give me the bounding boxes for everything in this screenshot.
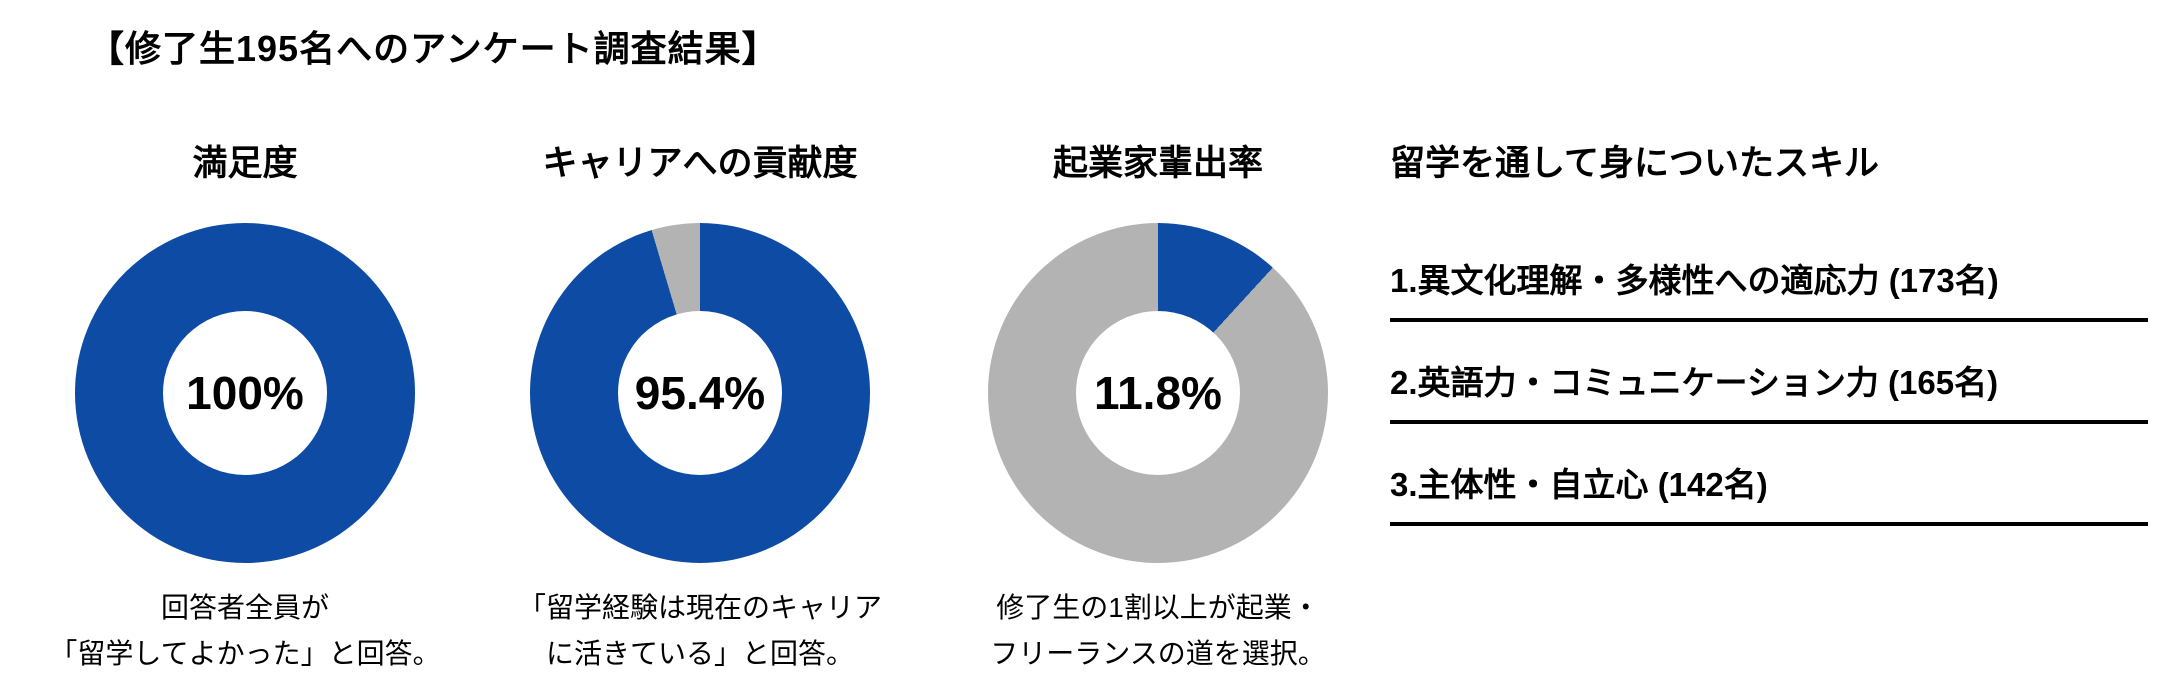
donut-chart-career-contribution: 95.4% (530, 223, 870, 563)
skill-item-label: 3.主体性・自立心 (142名) (1390, 466, 1768, 503)
caption-line: 「留学経験は現在のキャリア (517, 592, 882, 623)
skill-item-3: 3.主体性・自立心 (142名) (1390, 464, 2148, 526)
caption-line: 回答者全員が (160, 592, 329, 623)
chart-group-entrepreneur-rate: 起業家輩出率 11.8% 修了生の1割以上が起業・ フリーランスの道を選択。 (928, 140, 1388, 677)
skill-item-1: 1.異文化理解・多様性への適応力 (173名) (1390, 260, 2148, 322)
caption-line: 「留学してよかった」と回答。 (49, 638, 441, 669)
chart-group-career-contribution: キャリアへの貢献度 95.4% 「留学経験は現在のキャリア に活きている」と回答… (470, 140, 930, 677)
chart-group-satisfaction: 満足度 100% 回答者全員が 「留学してよかった」と回答。 (15, 140, 475, 677)
caption-line: に活きている」と回答。 (545, 638, 854, 669)
caption-line: フリーランスの道を選択。 (990, 638, 1326, 669)
skills-panel: 留学を通して身についたスキル 1.異文化理解・多様性への適応力 (173名) 2… (1390, 140, 2148, 526)
chart-caption-career-contribution: 「留学経験は現在のキャリア に活きている」と回答。 (518, 585, 882, 677)
skill-item-label: 1.異文化理解・多様性への適応力 (173名) (1390, 262, 1999, 299)
caption-line: 修了生の1割以上が起業・ (996, 592, 1320, 623)
page-title: 【修了生195名へのアンケート調査結果】 (88, 28, 779, 69)
skill-item-label: 2.英語力・コミュニケーション力 (165名) (1390, 364, 1999, 401)
donut-center-value: 11.8% (1094, 367, 1222, 419)
chart-caption-entrepreneur-rate: 修了生の1割以上が起業・ フリーランスの道を選択。 (990, 585, 1325, 677)
donut-hole: 95.4% (618, 311, 782, 475)
donut-hole: 11.8% (1076, 311, 1240, 475)
chart-caption-satisfaction: 回答者全員が 「留学してよかった」と回答。 (49, 585, 440, 677)
skill-item-2: 2.英語力・コミュニケーション力 (165名) (1390, 362, 2148, 424)
donut-hole: 100% (163, 311, 327, 475)
donut-chart-satisfaction: 100% (75, 223, 415, 563)
chart-title-entrepreneur-rate: 起業家輩出率 (1052, 144, 1263, 183)
skills-panel-title: 留学を通して身についたスキル (1390, 144, 1879, 183)
donut-center-value: 95.4% (634, 367, 766, 419)
donut-center-value: 100% (186, 367, 304, 419)
chart-title-career-contribution: キャリアへの貢献度 (542, 144, 858, 183)
chart-title-satisfaction: 満足度 (192, 144, 298, 183)
donut-chart-entrepreneur-rate: 11.8% (988, 223, 1328, 563)
